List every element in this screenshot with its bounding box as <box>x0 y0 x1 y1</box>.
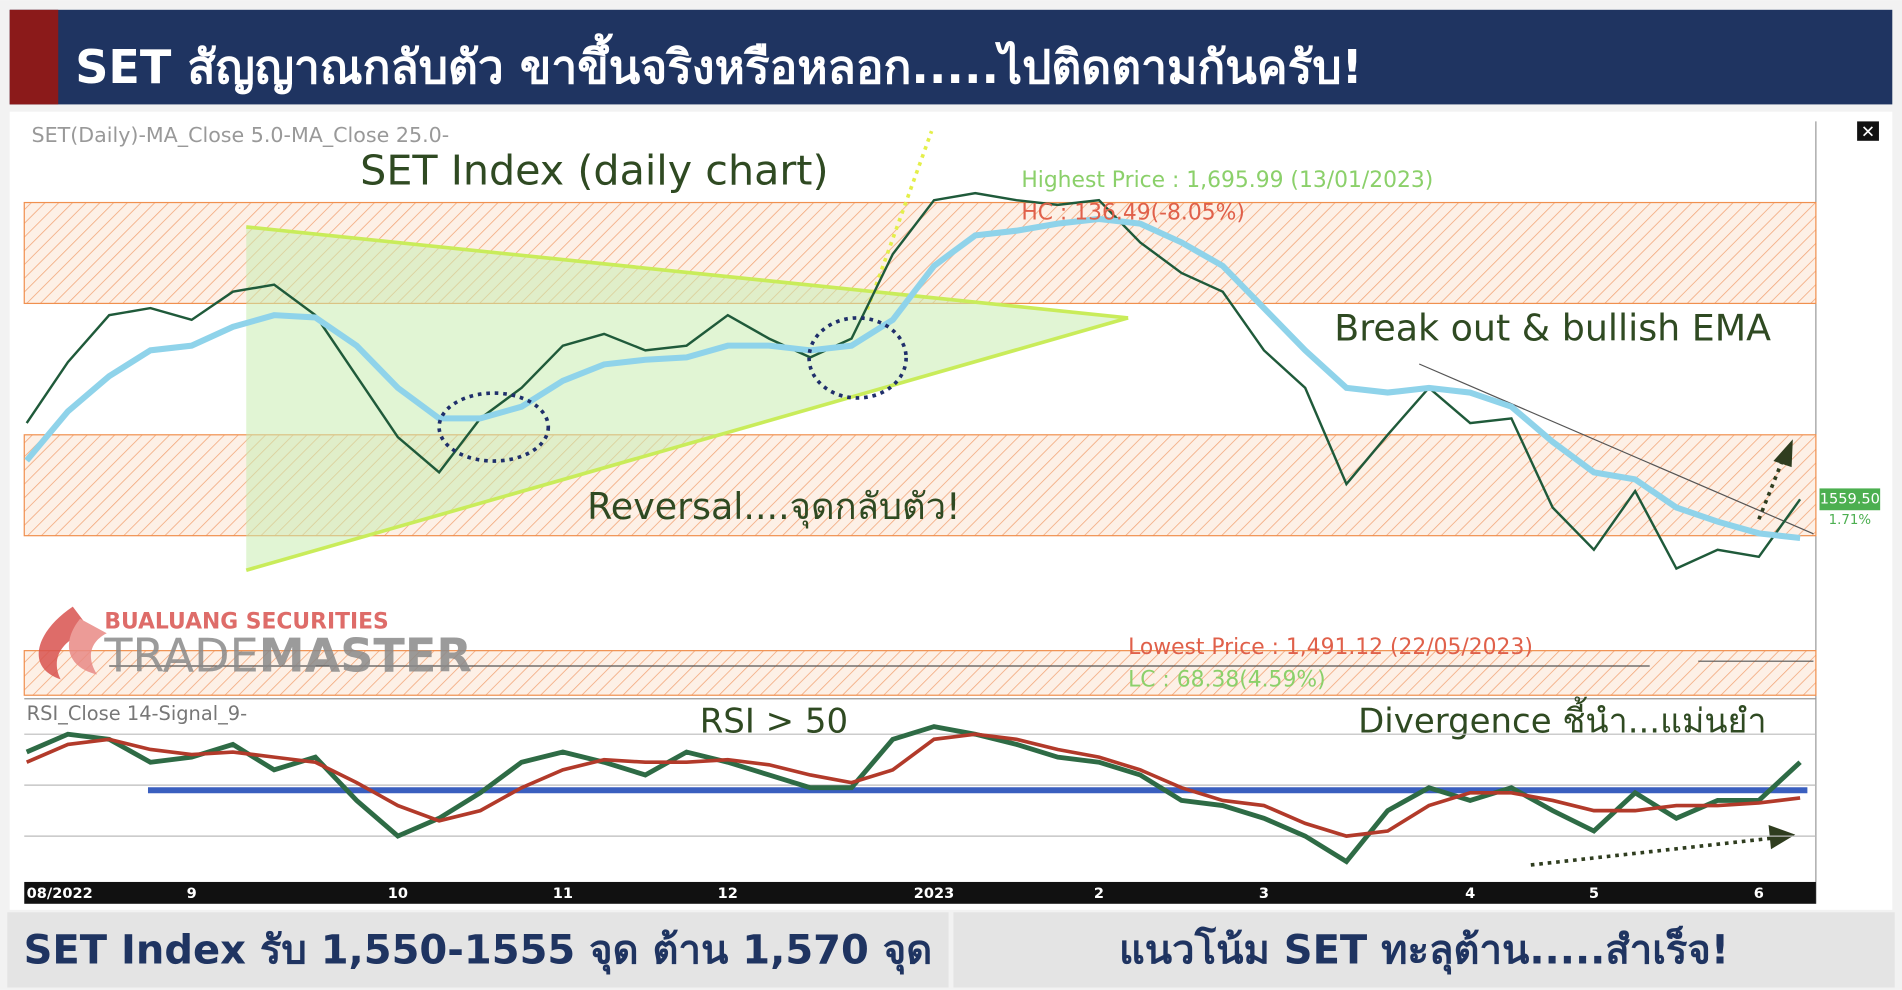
highest-change: HC : 136.49(-8.05%) <box>1021 201 1245 226</box>
down-trendline <box>1418 363 1814 535</box>
close-icon[interactable] <box>1857 121 1879 141</box>
divergence-arrowhead <box>1768 824 1796 850</box>
x-tick-label: 11 <box>553 885 573 902</box>
reversal-circle <box>807 316 908 400</box>
header-title: SET สัญญาณกลับตัว ขาขึ้นจริงหรือหลอก....… <box>75 33 1362 94</box>
footer-left-box <box>7 912 949 988</box>
brand-logo: BUALUANG SECURITIES TRADEMASTER <box>38 606 472 682</box>
lowest-change: LC : 68.38(4.59%) <box>1128 668 1326 693</box>
x-tick-label: 10 <box>388 885 408 902</box>
lowest-label: Lowest Price : 1,491.12 (22/05/2023) <box>1128 635 1533 660</box>
close-icon-glyph[interactable]: ✕ <box>1861 122 1875 142</box>
breakout-arrowhead <box>1773 439 1793 468</box>
brand-company: BUALUANG SECURITIES <box>104 609 388 634</box>
reversal-circle <box>437 391 551 463</box>
resistance-zone <box>23 650 1817 696</box>
annotation: Break out & bullish EMA <box>1334 307 1771 350</box>
footer-right-box <box>953 912 1895 988</box>
header-bar <box>9 9 1893 105</box>
breakout-arrow <box>1757 457 1785 520</box>
x-tick-label: 3 <box>1259 885 1269 902</box>
footer-left: SET Index รับ 1,550-1555 จุด ต้าน 1,570 … <box>24 927 933 975</box>
x-tick-label: 9 <box>187 885 197 902</box>
breakout-projection <box>865 130 934 311</box>
annotation: RSI > 50 <box>700 702 848 742</box>
triangle-pattern <box>246 226 1129 571</box>
last-price-tag <box>1819 488 1881 511</box>
last-change-label: 1.71% <box>1829 513 1871 528</box>
rsi-legend: RSI_Close 14-Signal_9- <box>27 702 247 725</box>
chart-title: SET Index (daily chart) <box>360 147 828 195</box>
brand-product-light: TRADE <box>103 628 258 682</box>
header-accent <box>9 9 59 105</box>
brand-product: TRADEMASTER <box>103 628 472 682</box>
x-tick-label: 6 <box>1754 885 1764 902</box>
x-tick-label: 2023 <box>914 885 955 902</box>
divergence-arrow <box>1530 836 1772 867</box>
last-price-label: 1559.50 <box>1820 490 1880 507</box>
highest-label: Highest Price : 1,695.99 (13/01/2023) <box>1021 168 1433 193</box>
time-axis <box>24 881 1816 904</box>
logo-flame <box>68 618 107 675</box>
brand-product-bold: MASTER <box>259 628 472 682</box>
x-tick-label: 5 <box>1589 885 1599 902</box>
x-tick-label: 08/2022 <box>27 885 93 902</box>
annotation: Reversal....จุดกลับตัว! <box>587 485 960 529</box>
footer-right: แนวโน้ม SET ทะลุต้าน.....สำเร็จ! <box>1119 924 1729 975</box>
price-legend: SET(Daily)-MA_Close 5.0-MA_Close 25.0- <box>32 123 450 148</box>
x-tick-label: 12 <box>718 885 738 902</box>
x-tick-label: 2 <box>1094 885 1104 902</box>
rsi-line <box>25 732 1801 838</box>
triangle-lower <box>245 316 1129 572</box>
price-line <box>24 215 1801 542</box>
triangle-upper <box>246 225 1129 320</box>
x-tick-label: 4 <box>1465 885 1475 902</box>
